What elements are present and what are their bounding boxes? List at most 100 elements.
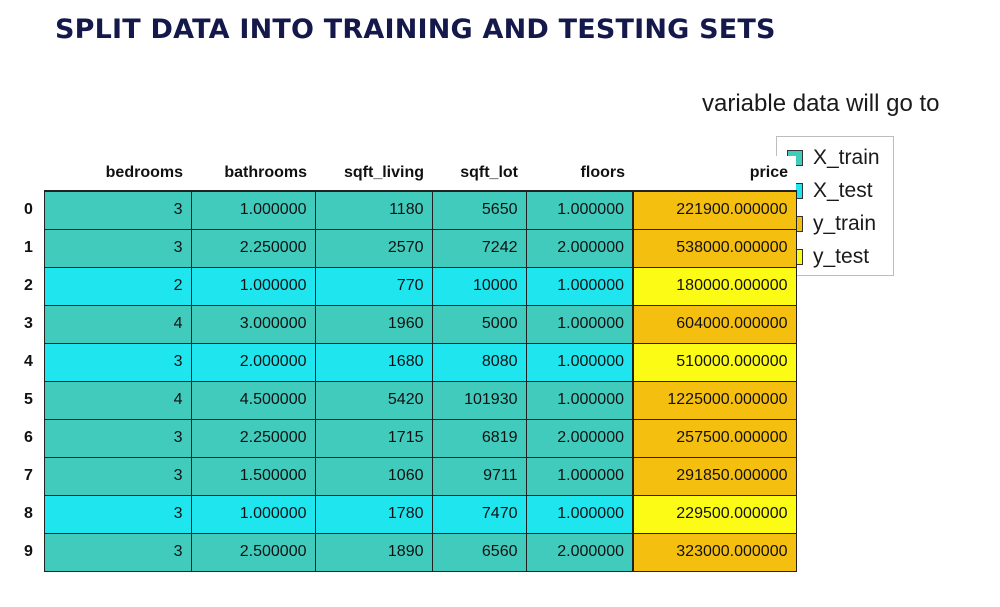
cell-price: 323000.000000 (632, 532, 797, 572)
cell-bedrooms: 4 (43, 380, 192, 420)
table-row: 3 4 3.000000 1960 5000 1.000000 604000.000000 (18, 304, 797, 344)
cell-floors: 1.000000 (525, 380, 634, 420)
cell-sqft-lot: 8080 (431, 342, 527, 382)
cell-bathrooms: 2.000000 (190, 342, 316, 382)
cell-sqft-lot: 5650 (431, 190, 527, 230)
cell-sqft-living: 1680 (314, 342, 433, 382)
column-header-floors: floors (526, 156, 633, 191)
column-header-sqft-lot: sqft_lot (432, 156, 526, 191)
table-row: 9 3 2.500000 1890 6560 2.000000 323000.000000 (18, 532, 797, 572)
legend-item-x-train: X_train (787, 145, 880, 171)
row-index: 3 (18, 305, 44, 343)
row-index: 1 (18, 229, 44, 267)
dataframe-table: bedrooms bathrooms sqft_living sqft_lot … (18, 156, 797, 572)
cell-floors: 1.000000 (525, 494, 634, 534)
cell-sqft-lot: 7242 (431, 228, 527, 268)
cell-sqft-lot: 6560 (431, 532, 527, 572)
cell-floors: 1.000000 (525, 342, 634, 382)
table-row: 7 3 1.500000 1060 9711 1.000000 291850.000000 (18, 456, 797, 496)
column-header-price: price (633, 156, 796, 191)
cell-floors: 2.000000 (525, 228, 634, 268)
cell-bedrooms: 4 (43, 304, 192, 344)
cell-sqft-lot: 5000 (431, 304, 527, 344)
cell-bedrooms: 3 (43, 418, 192, 458)
cell-sqft-lot: 10000 (431, 266, 527, 306)
cell-bathrooms: 1.000000 (190, 190, 316, 230)
cell-price: 180000.000000 (632, 266, 797, 306)
cell-price: 291850.000000 (632, 456, 797, 496)
cell-sqft-lot: 9711 (431, 456, 527, 496)
cell-price: 1225000.000000 (632, 380, 797, 420)
table-row: 4 3 2.000000 1680 8080 1.000000 510000.000000 (18, 342, 797, 382)
cell-bathrooms: 2.250000 (190, 228, 316, 268)
row-index: 6 (18, 419, 44, 457)
cell-bedrooms: 2 (43, 266, 192, 306)
cell-bedrooms: 3 (43, 456, 192, 496)
cell-price: 257500.000000 (632, 418, 797, 458)
cell-bedrooms: 3 (43, 228, 192, 268)
column-header-sqft-living: sqft_living (315, 156, 432, 191)
legend-label: y_train (813, 212, 877, 235)
table-row: 2 2 1.000000 770 10000 1.000000 180000.000000 (18, 266, 797, 306)
legend-item-y-train: y_train (787, 211, 876, 237)
cell-price: 229500.000000 (632, 494, 797, 534)
table-row: 0 3 1.000000 1180 5650 1.000000 221900.000000 (18, 190, 797, 230)
cell-bedrooms: 3 (43, 494, 192, 534)
page-title: SPLIT DATA INTO TRAINING AND TESTING SET… (55, 14, 776, 45)
legend-label: X_test (813, 179, 873, 202)
cell-bathrooms: 2.250000 (190, 418, 316, 458)
cell-sqft-living: 2570 (314, 228, 433, 268)
cell-sqft-living: 1780 (314, 494, 433, 534)
cell-price: 510000.000000 (632, 342, 797, 382)
cell-sqft-lot: 6819 (431, 418, 527, 458)
legend-item-x-test: X_test (787, 178, 873, 204)
column-header-bedrooms: bedrooms (44, 156, 191, 191)
cell-bathrooms: 2.500000 (190, 532, 316, 572)
row-index: 7 (18, 457, 44, 495)
table-row: 8 3 1.000000 1780 7470 1.000000 229500.000000 (18, 494, 797, 534)
cell-floors: 2.000000 (525, 418, 634, 458)
legend-label: X_train (813, 146, 880, 169)
row-index: 5 (18, 381, 44, 419)
column-header-bathrooms: bathrooms (191, 156, 315, 191)
table-row: 1 3 2.250000 2570 7242 2.000000 538000.000000 (18, 228, 797, 268)
legend-item-y-test: y_test (787, 244, 869, 270)
table-body: 0 3 1.000000 1180 5650 1.000000 221900.000000 1… (18, 190, 797, 572)
cell-bathrooms: 4.500000 (190, 380, 316, 420)
legend-heading: variable data will go to (702, 90, 940, 117)
row-index: 8 (18, 495, 44, 533)
cell-bathrooms: 3.000000 (190, 304, 316, 344)
index-header (18, 156, 44, 191)
cell-sqft-living: 1180 (314, 190, 433, 230)
table-row: 5 4 4.500000 5420 101930 1.000000 1225000.0000… (18, 380, 797, 420)
table-row: 6 3 2.250000 1715 6819 2.000000 257500.000000 (18, 418, 797, 458)
cell-sqft-living: 1060 (314, 456, 433, 496)
cell-floors: 1.000000 (525, 304, 634, 344)
cell-price: 604000.000000 (632, 304, 797, 344)
cell-floors: 2.000000 (525, 532, 634, 572)
cell-sqft-lot: 7470 (431, 494, 527, 534)
cell-sqft-lot: 101930 (431, 380, 527, 420)
cell-sqft-living: 5420 (314, 380, 433, 420)
row-index: 9 (18, 533, 44, 571)
cell-sqft-living: 770 (314, 266, 433, 306)
cell-bedrooms: 3 (43, 342, 192, 382)
table-header-row: bedrooms bathrooms sqft_living sqft_lot … (18, 156, 796, 191)
cell-bathrooms: 1.000000 (190, 494, 316, 534)
legend-label: y_test (813, 245, 870, 268)
row-index: 2 (18, 267, 44, 305)
cell-sqft-living: 1890 (314, 532, 433, 572)
cell-floors: 1.000000 (525, 190, 634, 230)
cell-price: 538000.000000 (632, 228, 797, 268)
cell-sqft-living: 1715 (314, 418, 433, 458)
cell-sqft-living: 1960 (314, 304, 433, 344)
cell-floors: 1.000000 (525, 456, 634, 496)
cell-floors: 1.000000 (525, 266, 634, 306)
cell-bedrooms: 3 (43, 532, 192, 572)
cell-bedrooms: 3 (43, 190, 192, 230)
row-index: 0 (18, 191, 44, 229)
cell-bathrooms: 1.000000 (190, 266, 316, 306)
cell-bathrooms: 1.500000 (190, 456, 316, 496)
row-index: 4 (18, 343, 44, 381)
cell-price: 221900.000000 (632, 190, 797, 230)
